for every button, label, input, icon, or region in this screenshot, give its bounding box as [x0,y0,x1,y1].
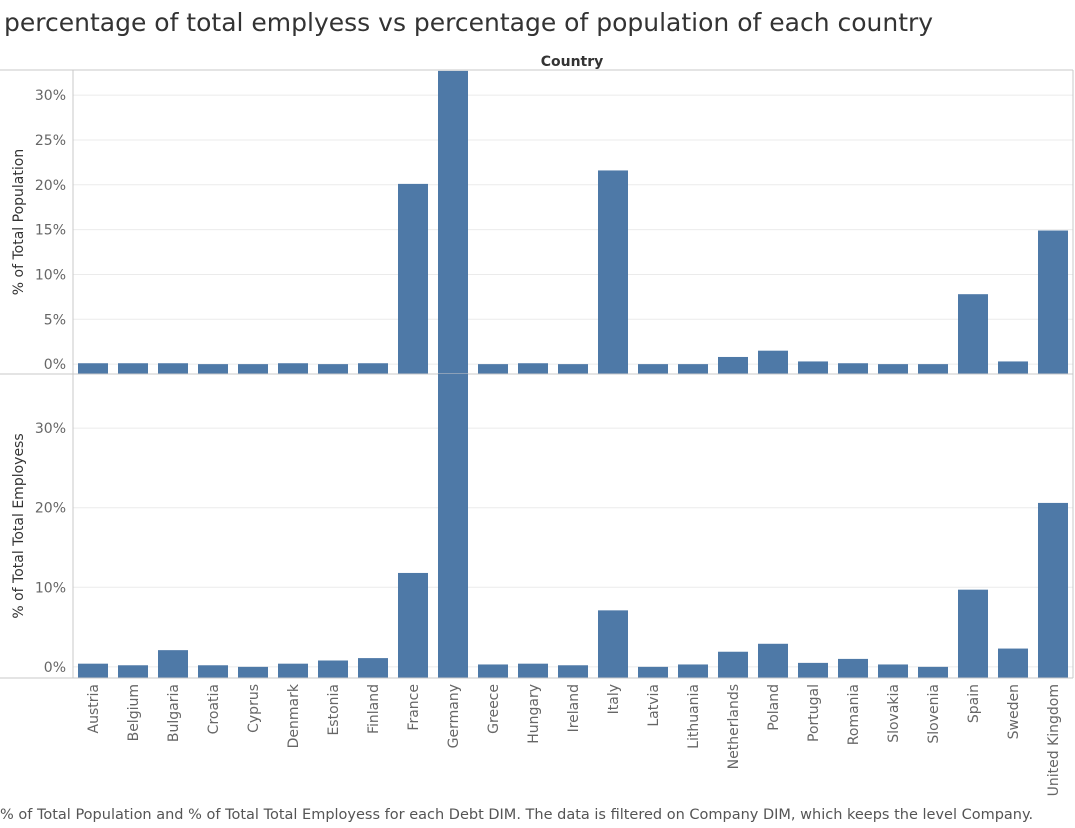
bar-1-19 [838,658,868,678]
bar-0-16 [718,356,748,374]
bar-0-11 [518,363,548,374]
y-tick-label: 20% [35,501,66,517]
bar-0-2 [158,363,188,374]
x-tick-label: Lithuania [686,684,702,749]
bar-0-13 [598,170,628,374]
bar-1-20 [878,664,908,678]
x-tick-label: Hungary [526,684,542,744]
x-tick-label: Denmark [286,683,302,748]
bar-0-23 [998,361,1028,374]
bar-1-18 [798,662,828,678]
bar-0-20 [878,364,908,374]
bar-1-1 [118,665,148,678]
bar-0-5 [278,363,308,374]
y-axis-title: % of Total Total Employess [11,433,27,618]
bar-1-11 [518,663,548,678]
x-tick-label: Croatia [206,684,222,734]
x-tick-label: Germany [446,684,462,748]
chart-caption: % of Total Population and % of Total Tot… [0,807,1034,823]
x-tick-label: Slovakia [886,684,902,743]
bar-1-5 [278,663,308,678]
bar-1-15 [678,664,708,678]
y-tick-label: 5% [44,312,66,328]
x-tick-label: Ireland [566,684,582,732]
x-tick-label: Bulgaria [166,684,182,742]
bar-1-16 [718,651,748,678]
bar-0-10 [478,364,508,374]
x-tick-label: Netherlands [726,684,742,769]
x-tick-label: Sweden [1006,684,1022,739]
y-tick-label: 0% [44,660,66,676]
bar-1-2 [158,650,188,678]
x-tick-label: United Kingdom [1046,684,1062,796]
x-tick-label: Romania [846,684,862,745]
x-tick-label: Slovenia [926,684,942,744]
bar-1-10 [478,664,508,678]
x-tick-label: France [406,684,422,731]
bar-0-15 [678,364,708,374]
bar-0-24 [1038,230,1068,374]
bar-0-18 [798,361,828,374]
chart-title: percentage of total emplyess vs percenta… [4,8,934,37]
bar-0-0 [78,363,108,374]
y-tick-label: 10% [35,580,66,596]
y-tick-label: 15% [35,223,66,239]
bar-1-24 [1038,502,1068,678]
x-tick-label: Latvia [646,684,662,727]
x-tick-label: Italy [606,684,622,714]
bar-1-12 [558,665,588,678]
x-tick-label: Cyprus [246,684,262,733]
y-tick-label: 0% [44,357,66,373]
bar-1-21 [918,666,948,678]
bar-1-4 [238,666,268,678]
bar-1-14 [638,666,668,678]
x-tick-label: Spain [966,684,982,723]
x-tick-label: Finland [366,684,382,734]
bar-0-21 [918,364,948,374]
x-tick-label: Belgium [126,684,142,741]
y-tick-label: 30% [35,421,66,437]
bar-0-14 [638,364,668,374]
bar-0-4 [238,364,268,374]
bar-0-17 [758,350,788,374]
x-tick-label: Portugal [806,684,822,742]
y-axis-title: % of Total Population [11,149,27,295]
x-tick-label: Greece [486,684,502,734]
bar-0-1 [118,363,148,374]
bar-1-23 [998,648,1028,678]
y-tick-label: 10% [35,267,66,283]
bar-1-22 [958,589,988,678]
bar-1-8 [398,572,428,678]
x-tick-label: Poland [766,684,782,731]
column-header: Country [541,54,604,70]
x-tick-label: Austria [86,684,102,733]
bar-1-9 [438,374,468,678]
bar-0-22 [958,294,988,374]
y-tick-label: 20% [35,178,66,194]
bar-0-3 [198,364,228,374]
bar-0-6 [318,364,348,374]
bar-0-9 [438,70,468,374]
bar-1-17 [758,643,788,678]
bar-0-7 [358,363,388,374]
bar-0-19 [838,363,868,374]
bar-0-12 [558,364,588,374]
y-tick-label: 25% [35,133,66,149]
bar-0-8 [398,183,428,374]
bar-1-6 [318,660,348,678]
bar-1-13 [598,610,628,678]
bar-1-3 [198,665,228,678]
bar-1-7 [358,658,388,678]
y-tick-label: 30% [35,88,66,104]
bar-1-0 [78,663,108,678]
x-tick-label: Estonia [326,684,342,736]
